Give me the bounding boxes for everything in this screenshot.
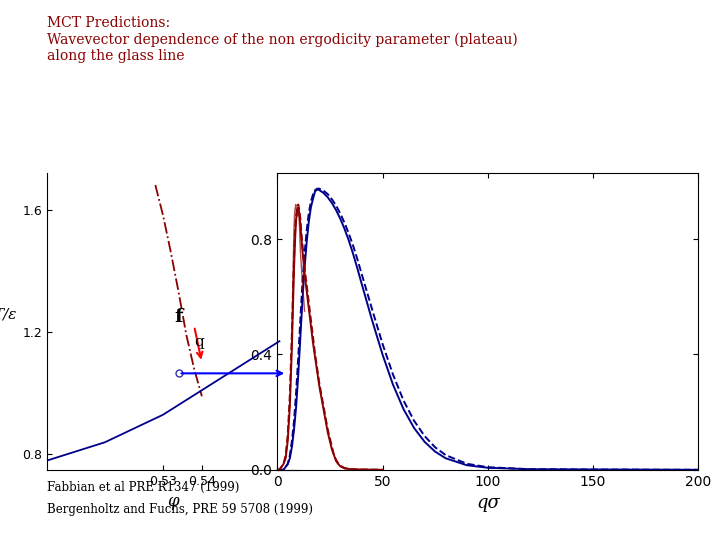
X-axis label: φ: φ — [167, 493, 179, 510]
Y-axis label: T/ε: T/ε — [0, 307, 17, 321]
Text: Fabbian et al PRE R1347 (1999): Fabbian et al PRE R1347 (1999) — [47, 481, 239, 495]
Text: f: f — [175, 308, 183, 326]
Text: q: q — [194, 335, 204, 349]
Text: MCT Predictions:
Wavevector dependence of the non ergodicity parameter (plateau): MCT Predictions: Wavevector dependence o… — [47, 16, 518, 63]
X-axis label: qσ: qσ — [476, 494, 500, 512]
Text: Bergenholtz and Fuchs, PRE 59 5708 (1999): Bergenholtz and Fuchs, PRE 59 5708 (1999… — [47, 503, 312, 516]
